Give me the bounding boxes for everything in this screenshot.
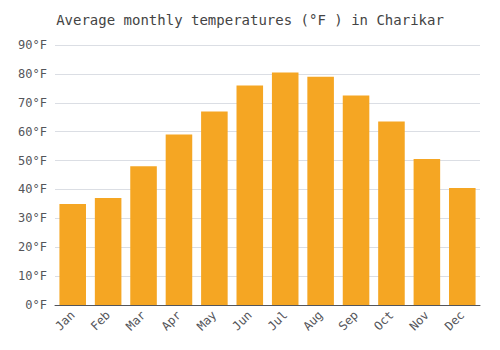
svg-text:Jul: Jul: [265, 308, 290, 333]
svg-text:Jan: Jan: [52, 308, 77, 333]
svg-text:90°F: 90°F: [18, 38, 47, 52]
svg-text:Jun: Jun: [230, 308, 255, 333]
svg-text:10°F: 10°F: [18, 269, 47, 283]
svg-text:50°F: 50°F: [18, 154, 47, 168]
svg-text:0°F: 0°F: [25, 298, 47, 312]
svg-text:Oct: Oct: [371, 308, 396, 333]
svg-text:20°F: 20°F: [18, 240, 47, 254]
svg-text:Mar: Mar: [123, 308, 148, 333]
svg-text:Apr: Apr: [159, 308, 184, 333]
svg-text:40°F: 40°F: [18, 182, 47, 196]
svg-text:30°F: 30°F: [18, 211, 47, 225]
svg-text:Aug: Aug: [300, 308, 325, 333]
svg-text:May: May: [194, 308, 219, 333]
svg-text:70°F: 70°F: [18, 96, 47, 110]
svg-text:Feb: Feb: [88, 308, 113, 333]
svg-text:60°F: 60°F: [18, 125, 47, 139]
svg-text:Nov: Nov: [407, 308, 432, 333]
svg-text:Average monthly temperatures (: Average monthly temperatures (°F ) in Ch…: [56, 12, 444, 28]
svg-text:80°F: 80°F: [18, 67, 47, 81]
svg-text:Sep: Sep: [336, 308, 361, 333]
svg-text:Dec: Dec: [442, 308, 467, 333]
